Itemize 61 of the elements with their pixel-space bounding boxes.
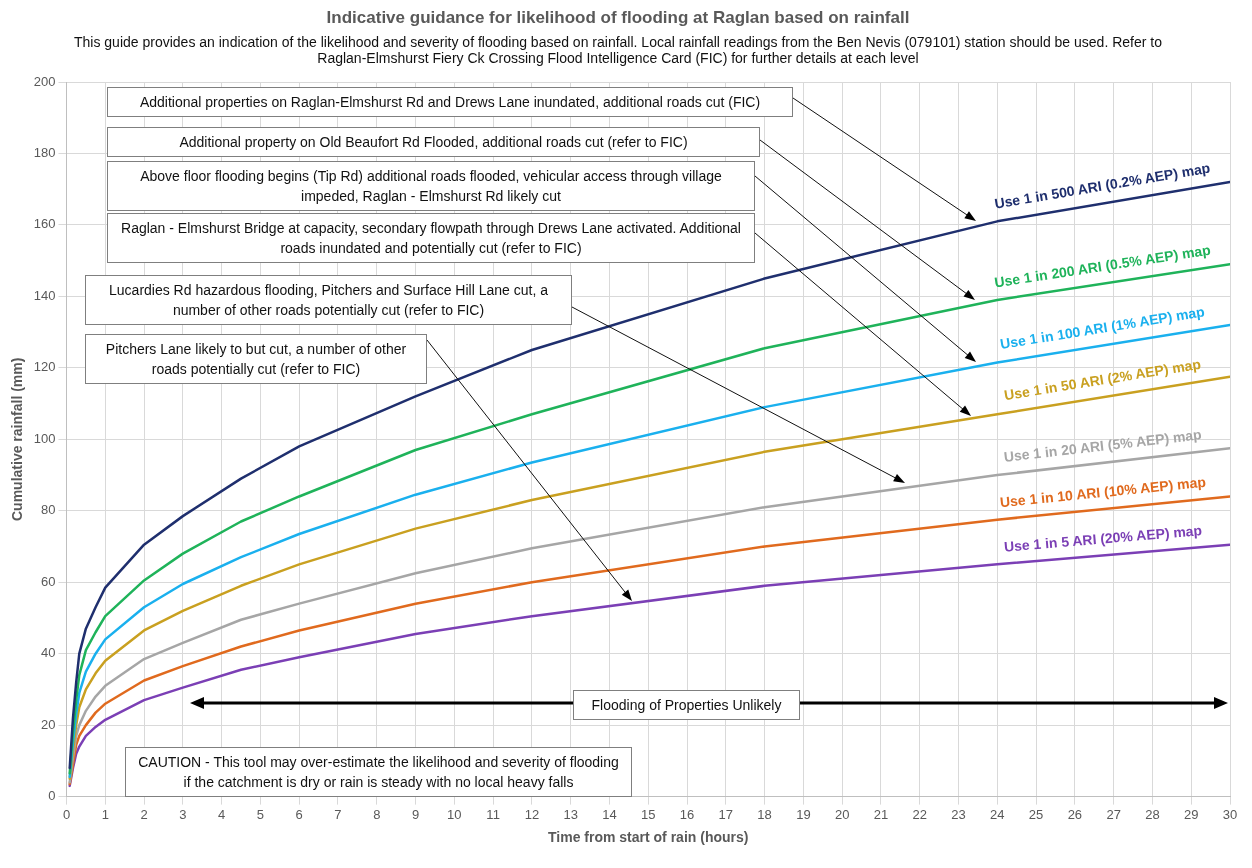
x-tick-label: 28 [1145,806,1160,822]
x-tick-label: 21 [873,806,889,822]
x-tick-label: 0 [62,806,71,822]
y-tick-label: 100 [33,430,56,446]
x-tick-label: 4 [218,806,226,822]
y-tick-label: 20 [41,716,56,732]
y-tick-label: 60 [41,573,56,589]
x-axis-title: Time from start of rain (hours) [548,829,749,846]
x-tick-label: 1 [101,806,109,822]
text: Use 1 in 500 ARI (0.2% AEP) map [993,159,1212,212]
text: Use 1 in 50 ARI (2% AEP) map [1002,355,1202,404]
x-tick-label: 6 [295,806,303,822]
note-box: Additional properties on Raglan-Elmshurst Rd and Drews Lane inundated, additional roads cut (FIC) [107,87,793,117]
x-tick-label: 30 [1222,806,1238,822]
x-tick-label: 25 [1028,806,1044,822]
note-box: Flooding of Properties Unlikely [573,690,800,720]
note-box: Additional property on Old Beaufort Rd Flooded, additional roads cut (refer to FIC) [107,127,760,157]
note-box: Raglan - Elmshurst Bridge at capacity, secondary flowpath through Drews Lane activated. Additional roads inundated and potentially cut (refer to FIC) [107,213,755,263]
x-tick-label: 12 [524,806,540,822]
y-tick-label: 80 [41,502,56,518]
x-tick-label: 20 [834,806,850,822]
y-tick-label: 140 [33,287,56,303]
x-tick-label: 19 [796,806,811,822]
y-tick-label: 40 [41,645,56,661]
x-tick-label: 7 [334,806,342,822]
x-tick-label: 27 [1106,806,1121,822]
x-tick-label: 8 [373,806,381,822]
x-tick-label: 3 [179,806,187,822]
note-box: Pitchers Lane likely to but cut, a number of other roads potentially cut (refer to FIC) [85,334,427,384]
x-tick-label: 9 [411,806,420,822]
y-tick-label: 200 [33,73,56,89]
series-label: Use 1 in 5 ARI (20% AEP) map [1003,522,1203,555]
y-axis-title: Cumulative rainfall (mm) [9,357,26,521]
x-tick-label: 22 [912,806,927,822]
note-box: CAUTION - This tool may over-estimate the likelihood and severity of flooding if the catchment is dry or rain is steady with no local heavy falls [125,747,632,797]
x-tick-label: 10 [447,806,462,822]
x-tick-label: 18 [757,806,772,822]
x-tick-label: 16 [679,806,695,822]
x-tick-label: 15 [641,806,656,822]
x-tick-label: 11 [486,806,500,822]
x-tick-label: 13 [563,806,578,822]
text: Use 1 in 20 ARI (5% AEP) map [1002,426,1203,465]
x-tick-label: 14 [602,806,617,822]
text: Use 1 in 10 ARI (10% AEP) map [999,473,1207,511]
chart-subtitle: This guide provides an indication of the likelihood and severity of flooding based on rainfall. Local rainfall readings from the Ben Nevis (079101) station should be used. Refer to Raglan-Elmshurst Fiery Ck Crossing Flood Intelligence Card (FIC) for further details at each level [74,33,1163,67]
x-tick-label: 26 [1067,806,1083,822]
x-tick-label: 29 [1183,806,1199,822]
x-tick-label: 2 [140,806,148,822]
note-box: Above floor flooding begins (Tip Rd) additional roads flooded, vehicular access through village impeded, Raglan - Elmshurst Rd likely cut [107,161,755,211]
y-tick-label: 120 [33,359,56,375]
chart-title: Indicative guidance for likelihood of flooding at Raglan based on rainfall [326,7,910,27]
y-tick-label: 160 [33,216,56,232]
note-box: Lucardies Rd hazardous flooding, Pitchers and Surface Hill Lane cut, a number of other roads potentially cut (refer to FIC) [85,275,572,325]
y-tick-label: 0 [48,788,56,804]
x-tick-label: 17 [718,806,734,822]
y-tick-label: 180 [33,145,56,161]
text: Use 1 in 100 ARI (1% AEP) map [999,303,1206,353]
x-tick-label: 23 [951,806,966,822]
text: Use 1 in 200 ARI (0.5% AEP) map [993,241,1212,291]
x-tick-label: 5 [256,806,265,822]
x-tick-label: 24 [990,806,1005,822]
